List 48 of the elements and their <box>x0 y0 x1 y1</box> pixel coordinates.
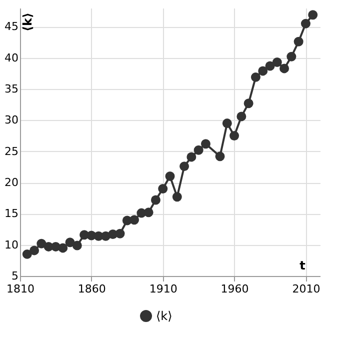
y-tick-label: 20 <box>4 176 18 190</box>
point <box>215 152 225 162</box>
legend-label: ⟨k⟩ <box>156 309 172 323</box>
x-tick-label: 1810 <box>6 282 34 296</box>
point <box>265 61 275 71</box>
point <box>222 118 232 128</box>
x-axis-title: t <box>300 258 306 272</box>
point <box>30 246 40 256</box>
point <box>300 18 310 28</box>
x-tick-label: 1960 <box>220 282 249 296</box>
point <box>236 112 246 122</box>
point <box>272 57 282 67</box>
y-tick-label: 40 <box>4 51 18 64</box>
y-tick-label: 15 <box>4 207 18 220</box>
point <box>58 243 68 253</box>
point <box>115 228 125 238</box>
x-tick-label: 2010 <box>292 282 320 296</box>
point <box>180 162 190 172</box>
y-tick-label: 10 <box>4 238 18 252</box>
y-tick-label: 25 <box>4 144 18 158</box>
point <box>172 192 182 202</box>
point <box>230 131 240 140</box>
y-tick-label: 5 <box>12 270 18 282</box>
point <box>22 249 32 259</box>
point <box>258 66 268 76</box>
point <box>72 240 82 250</box>
point <box>280 64 290 74</box>
point <box>130 215 140 225</box>
point <box>308 10 318 20</box>
y-tick-label: 35 <box>4 82 18 96</box>
point <box>186 152 196 162</box>
point <box>294 36 304 46</box>
y-axis-title: ⟨k⟩ <box>20 12 34 32</box>
point <box>200 139 210 149</box>
point <box>150 195 160 205</box>
y-tick-label: 45 <box>4 20 18 34</box>
point <box>36 238 46 248</box>
point <box>65 238 75 248</box>
x-tick-label: 1910 <box>149 282 178 296</box>
point <box>250 72 260 82</box>
point <box>286 52 296 62</box>
y-tick-label: 30 <box>4 114 18 127</box>
point <box>158 184 168 194</box>
point <box>165 172 175 182</box>
point <box>144 208 154 218</box>
point <box>194 145 204 155</box>
point <box>244 98 254 108</box>
x-tick-label: 1860 <box>78 282 106 296</box>
